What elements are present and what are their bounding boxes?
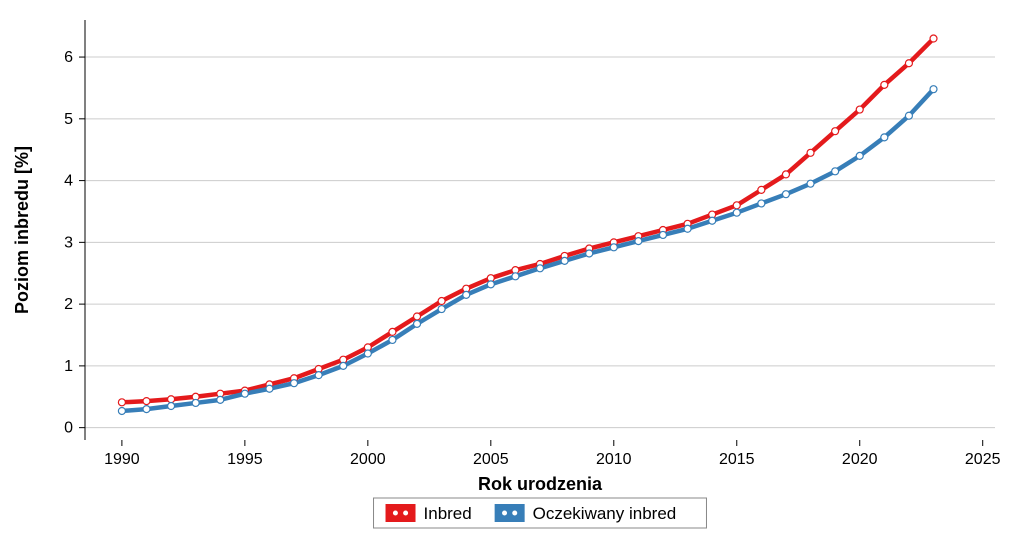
legend-marker-icon — [392, 510, 398, 516]
series-marker — [905, 112, 912, 119]
series-marker — [635, 238, 642, 245]
legend: Inbred Oczekiwany inbred — [374, 498, 707, 528]
series-marker — [758, 200, 765, 207]
series-marker — [758, 186, 765, 193]
y-tick-label: 1 — [64, 358, 73, 375]
series-marker — [684, 225, 691, 232]
series-marker — [930, 35, 937, 42]
series-marker — [266, 385, 273, 392]
series-marker — [832, 168, 839, 175]
y-axis-label: Poziom inbredu [%] — [12, 146, 32, 314]
series-marker — [733, 209, 740, 216]
series-marker — [143, 406, 150, 413]
series-marker — [807, 149, 814, 156]
legend-marker-icon — [512, 510, 518, 516]
x-tick-label: 2000 — [350, 451, 386, 468]
inbreeding-line-chart: 1990 1995 2000 2005 2010 2015 2020 2025 0 1 2 3 4 5 6 R… — [0, 0, 1024, 546]
x-tick-label: 1995 — [227, 451, 263, 468]
series-marker — [463, 291, 470, 298]
series-marker — [782, 171, 789, 178]
legend-swatch — [495, 504, 525, 522]
series-marker — [340, 362, 347, 369]
series-marker — [881, 134, 888, 141]
series-marker — [414, 313, 421, 320]
series-marker — [168, 403, 175, 410]
series-marker — [438, 306, 445, 313]
series-marker — [143, 398, 150, 405]
series-marker — [610, 244, 617, 251]
series-marker — [930, 86, 937, 93]
series-marker — [905, 60, 912, 67]
y-tick-label: 6 — [64, 49, 73, 66]
legend-label: Inbred — [424, 504, 472, 523]
series-marker — [241, 390, 248, 397]
x-tick-label: 2020 — [842, 451, 878, 468]
series-marker — [487, 281, 494, 288]
series-marker — [881, 81, 888, 88]
series-marker — [315, 372, 322, 379]
series-marker — [856, 152, 863, 159]
x-tick-label: 1990 — [104, 451, 140, 468]
y-tick-label: 4 — [64, 173, 73, 190]
series-marker — [364, 350, 371, 357]
series-marker — [709, 217, 716, 224]
series-marker — [291, 380, 298, 387]
series-marker — [192, 399, 199, 406]
series-marker — [414, 320, 421, 327]
series-marker — [586, 250, 593, 257]
x-tick-label: 2015 — [719, 451, 755, 468]
legend-label: Oczekiwany inbred — [533, 504, 677, 523]
x-tick-label: 2025 — [965, 451, 1001, 468]
series-marker — [537, 265, 544, 272]
series-marker — [659, 231, 666, 238]
series-marker — [217, 396, 224, 403]
series-marker — [733, 202, 740, 209]
series-marker — [832, 128, 839, 135]
series-marker — [118, 399, 125, 406]
series-marker — [512, 273, 519, 280]
series-marker — [118, 407, 125, 414]
y-tick-label: 2 — [64, 296, 73, 313]
legend-marker-icon — [403, 510, 409, 516]
y-tick-label: 5 — [64, 111, 73, 128]
series-marker — [856, 106, 863, 113]
series-marker — [389, 328, 396, 335]
series-marker — [438, 298, 445, 305]
x-tick-label: 2005 — [473, 451, 509, 468]
chart-svg: 1990 1995 2000 2005 2010 2015 2020 2025 0 1 2 3 4 5 6 R… — [0, 0, 1024, 546]
x-axis-label: Rok urodzenia — [478, 474, 603, 494]
x-tick-label: 2010 — [596, 451, 632, 468]
y-tick-label: 0 — [64, 420, 73, 437]
series-marker — [561, 257, 568, 264]
series-marker — [782, 191, 789, 198]
series-marker — [389, 336, 396, 343]
series-marker — [168, 396, 175, 403]
series-marker — [807, 180, 814, 187]
legend-marker-icon — [502, 510, 508, 516]
y-tick-label: 3 — [64, 234, 73, 251]
legend-swatch — [386, 504, 416, 522]
